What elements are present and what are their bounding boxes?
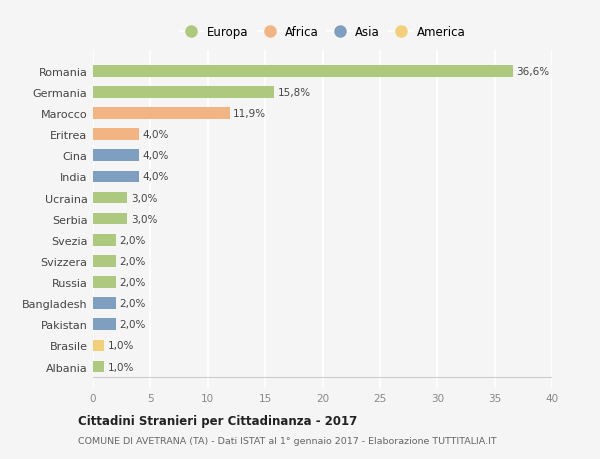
Text: 3,0%: 3,0% [131,193,157,203]
Bar [93,235,116,246]
Text: 11,9%: 11,9% [233,109,266,119]
Bar [93,192,127,204]
Legend: Europa, Africa, Asia, America: Europa, Africa, Asia, America [179,26,466,39]
Bar [93,213,127,225]
Text: COMUNE DI AVETRANA (TA) - Dati ISTAT al 1° gennaio 2017 - Elaborazione TUTTITALI: COMUNE DI AVETRANA (TA) - Dati ISTAT al … [78,436,497,445]
Text: 2,0%: 2,0% [119,319,146,330]
Text: 3,0%: 3,0% [131,214,157,224]
Text: Cittadini Stranieri per Cittadinanza - 2017: Cittadini Stranieri per Cittadinanza - 2… [78,414,357,428]
Bar [93,129,139,140]
Bar [93,319,116,330]
Bar [93,340,104,352]
Text: 2,0%: 2,0% [119,256,146,266]
Text: 4,0%: 4,0% [142,151,169,161]
Text: 36,6%: 36,6% [517,67,550,77]
Bar [93,171,139,183]
Bar [93,298,116,309]
Bar [93,361,104,373]
Bar [93,277,116,288]
Bar [93,108,230,120]
Text: 2,0%: 2,0% [119,298,146,308]
Text: 1,0%: 1,0% [108,362,134,372]
Bar [93,150,139,162]
Text: 2,0%: 2,0% [119,277,146,287]
Text: 2,0%: 2,0% [119,235,146,245]
Bar [93,256,116,267]
Bar [93,87,274,99]
Bar [93,66,513,78]
Text: 4,0%: 4,0% [142,130,169,140]
Text: 4,0%: 4,0% [142,172,169,182]
Text: 15,8%: 15,8% [278,88,311,98]
Text: 1,0%: 1,0% [108,341,134,351]
